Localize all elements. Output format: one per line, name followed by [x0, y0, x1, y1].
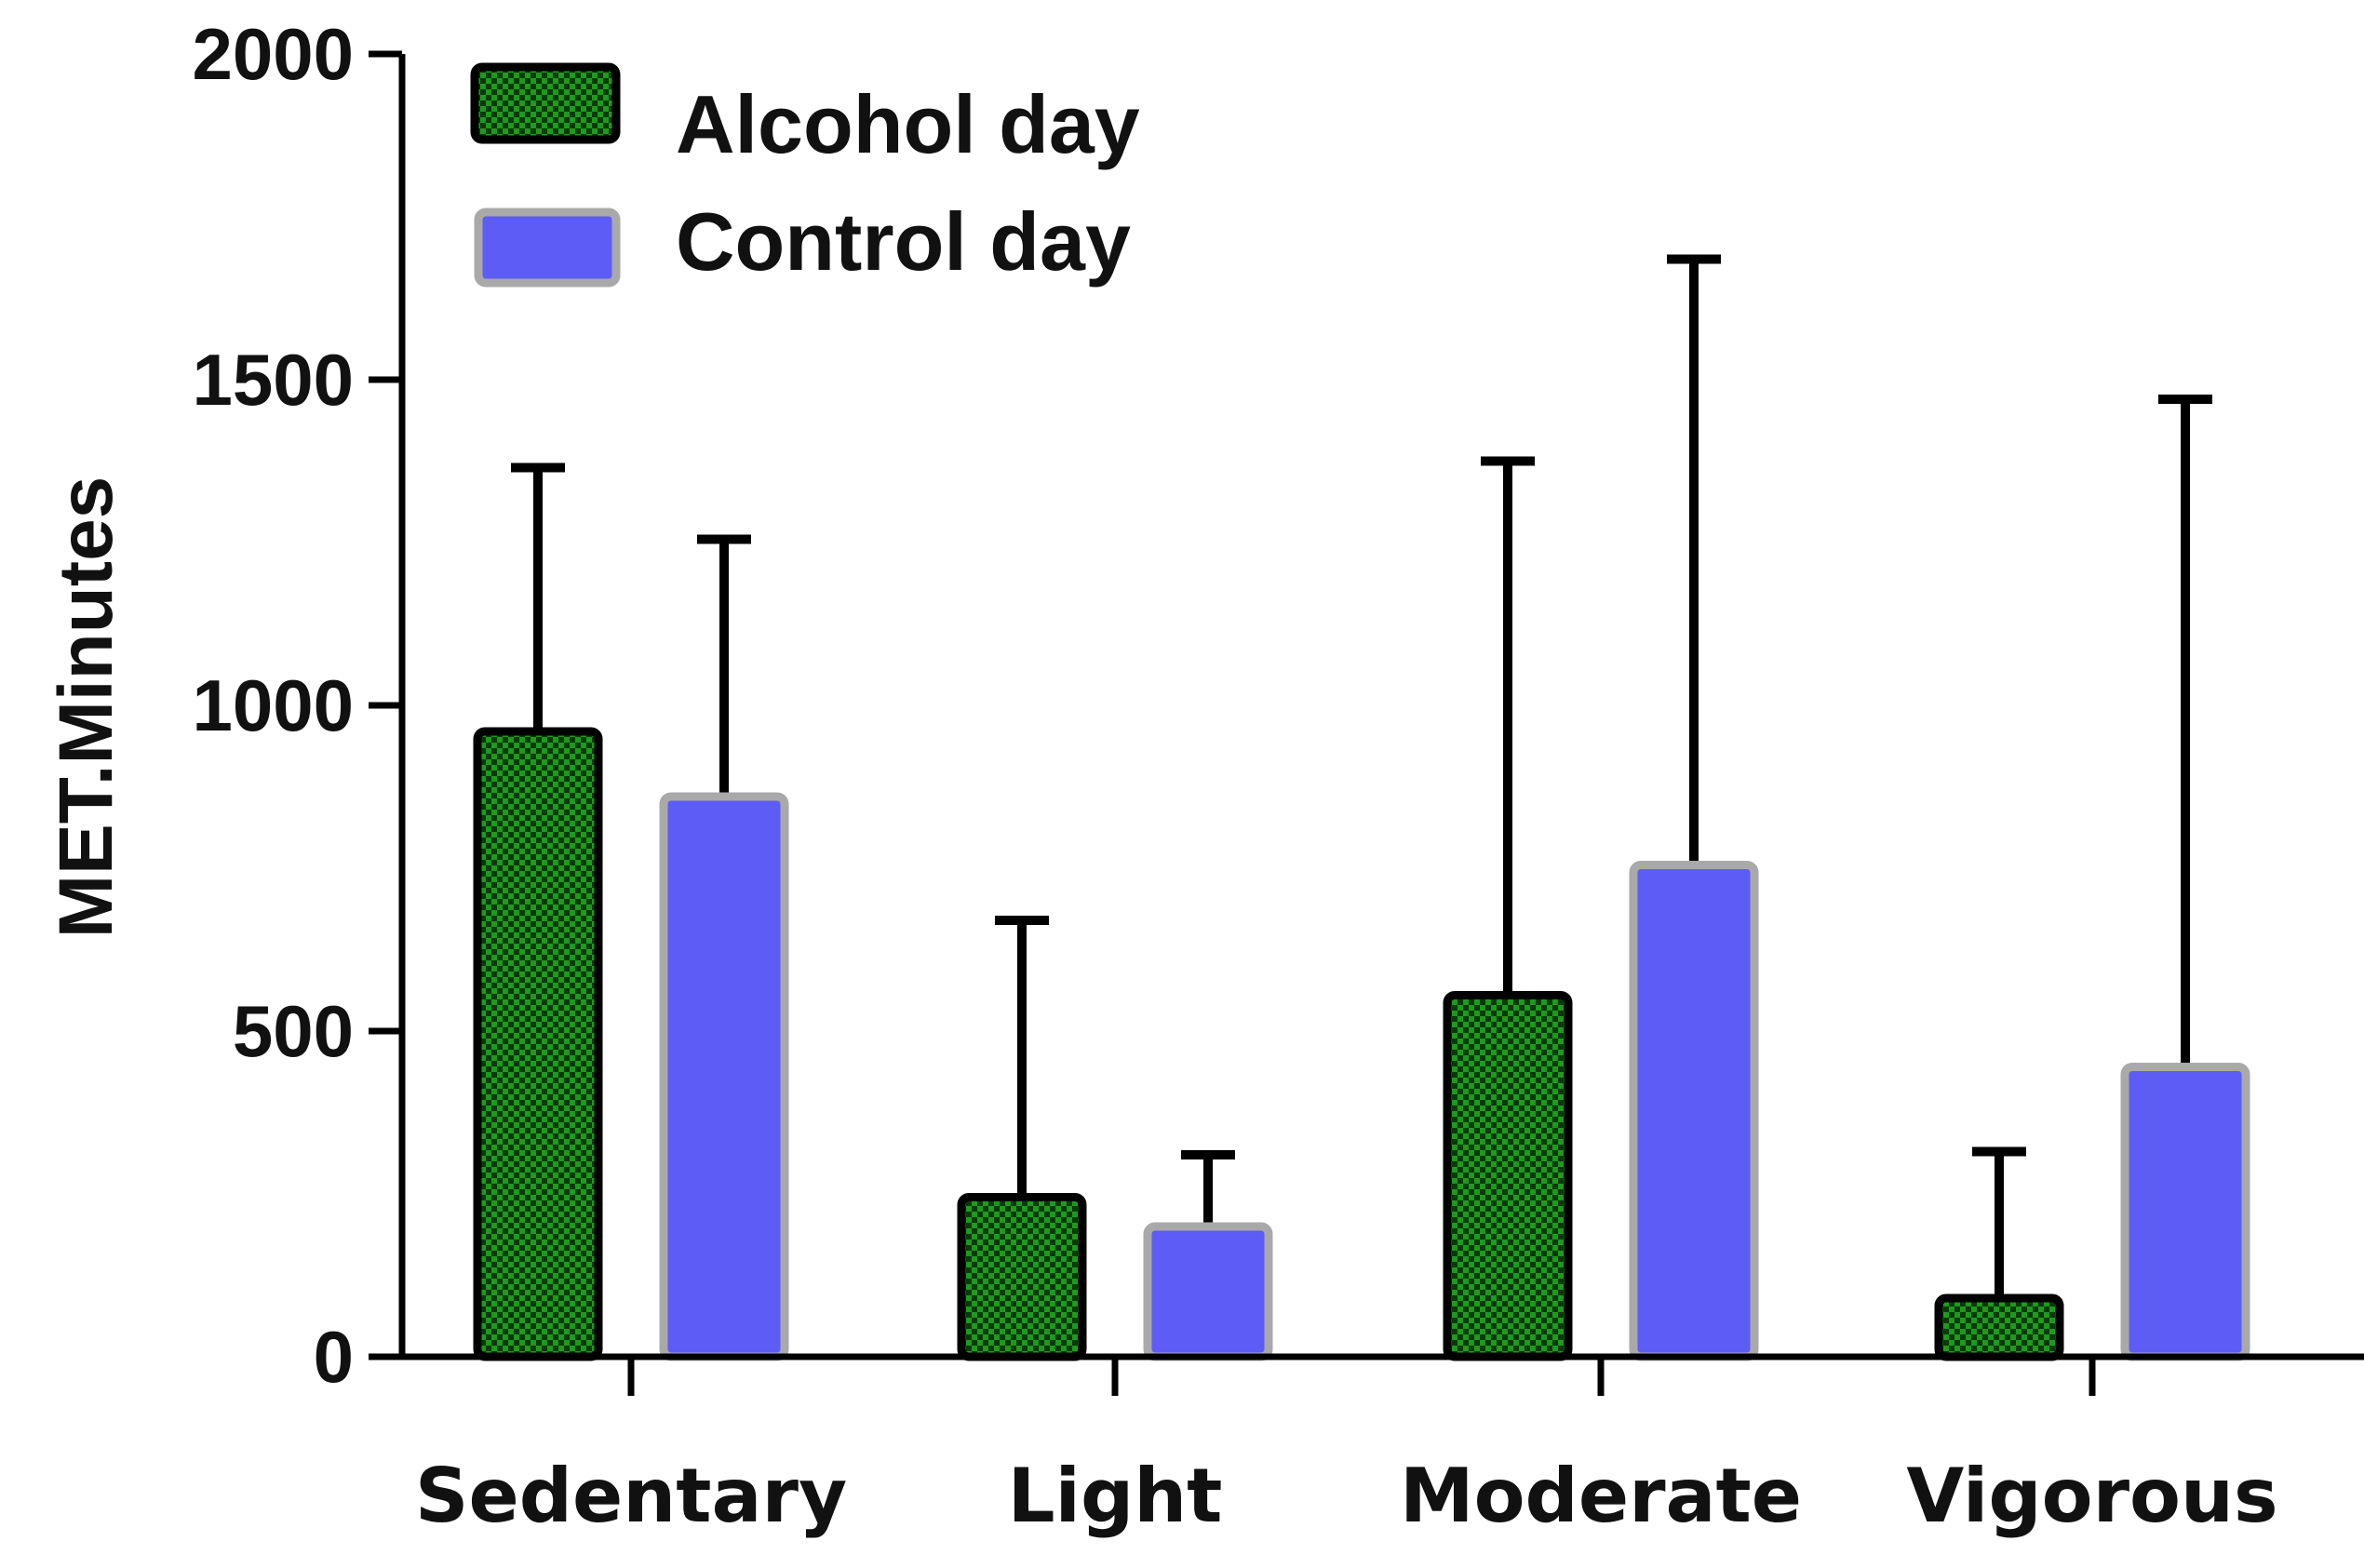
x-category-label: Moderate — [1400, 1453, 1802, 1539]
bar-control-day — [659, 792, 789, 1361]
x-category-label: Sedentary — [415, 1453, 847, 1539]
x-category-label: Vigorous — [1906, 1453, 2277, 1539]
x-tick-labels: Sedentary Light Moderate Vigorous — [415, 1453, 2278, 1539]
y-tick-label: 1500 — [192, 339, 354, 421]
bar-alcohol-day — [473, 727, 603, 1361]
x-category-label: Light — [1008, 1453, 1223, 1539]
bars — [473, 254, 2250, 1396]
bar-alcohol-day — [1443, 991, 1573, 1361]
bar-control-day — [2120, 1063, 2250, 1361]
legend-swatch-control — [474, 208, 621, 288]
bar-alcohol-day — [957, 1193, 1087, 1361]
y-tick-label: 1000 — [192, 664, 354, 746]
bar-control-day — [1143, 1222, 1273, 1361]
y-tick-label: 0 — [314, 1316, 354, 1398]
legend-label-alcohol: Alcohol day — [676, 78, 1140, 170]
bar-control-day — [1629, 861, 1759, 1361]
bar-alcohol-day — [1934, 1293, 2064, 1361]
y-axis-ticks: 0 500 1000 1500 2000 — [192, 13, 402, 1398]
legend-swatch-alcohol — [470, 62, 621, 144]
y-axis-title: MET.Minutes — [44, 476, 128, 939]
legend-label-control: Control day — [676, 195, 1131, 288]
legend: Alcohol day Control day — [470, 62, 1140, 288]
y-tick-label: 500 — [233, 990, 354, 1072]
y-tick-label: 2000 — [192, 13, 354, 95]
axes — [398, 54, 2364, 1360]
